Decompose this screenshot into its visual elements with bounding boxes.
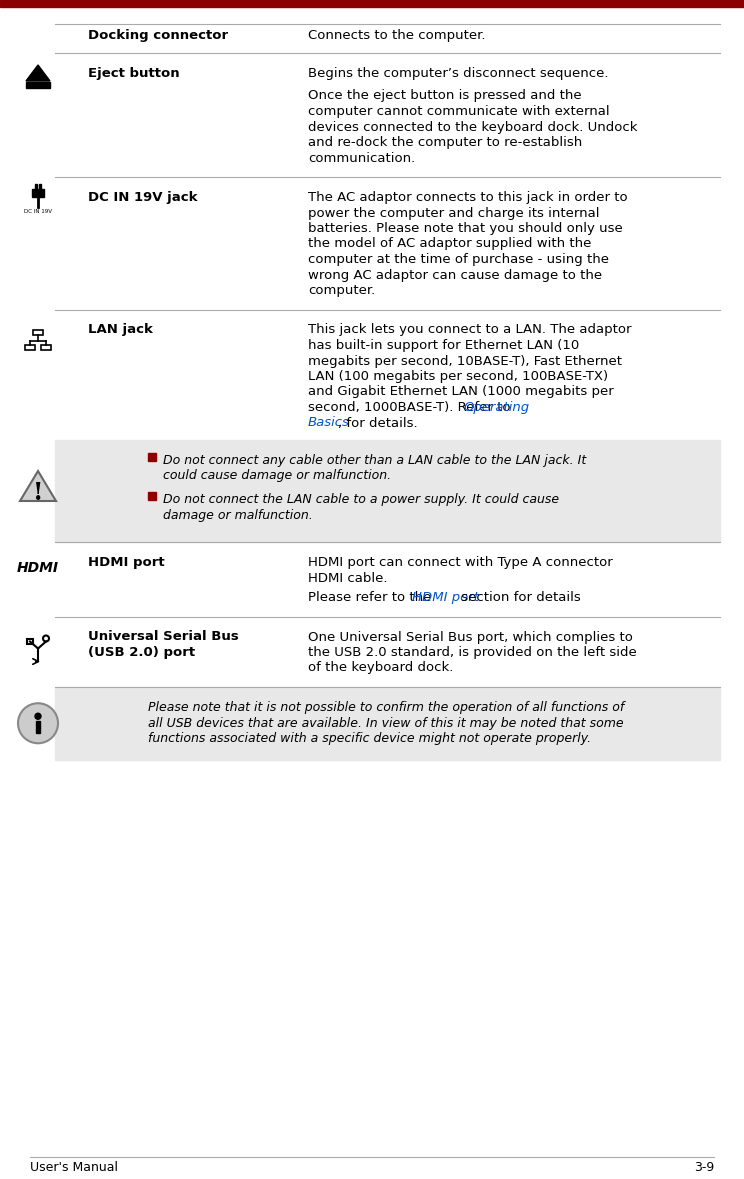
Text: section for details: section for details [457,591,580,604]
Bar [35,184,37,189]
Text: all USB devices that are available. In view of this it may be noted that some: all USB devices that are available. In v… [148,717,623,730]
Text: devices connected to the keyboard dock. Undock: devices connected to the keyboard dock. … [308,120,638,133]
Circle shape [35,713,41,719]
Text: power the computer and charge its internal: power the computer and charge its intern… [308,206,600,219]
Polygon shape [26,65,50,81]
Text: Please note that it is not possible to confirm the operation of all functions of: Please note that it is not possible to c… [148,702,624,714]
Bar [26,83,50,88]
Text: functions associated with a specific device might not operate properly.: functions associated with a specific dev… [148,732,591,745]
Text: has built-in support for Ethernet LAN (10: has built-in support for Ethernet LAN (1… [308,340,580,353]
Text: User's Manual: User's Manual [30,1161,118,1174]
Text: HDMI port: HDMI port [88,556,164,569]
Text: wrong AC adaptor can cause damage to the: wrong AC adaptor can cause damage to the [308,269,602,282]
Text: the model of AC adaptor supplied with the: the model of AC adaptor supplied with th… [308,237,591,250]
Bar [0,0,744,7]
Bar [36,722,40,733]
Text: communication.: communication. [308,151,415,165]
Text: Universal Serial Bus: Universal Serial Bus [88,631,239,644]
Text: second, 1000BASE-T). Refer to: second, 1000BASE-T). Refer to [308,401,515,414]
Text: could cause damage or malfunction.: could cause damage or malfunction. [163,469,391,482]
Bar [39,184,41,189]
Text: Do not connect the LAN cable to a power supply. It could cause: Do not connect the LAN cable to a power … [163,493,559,506]
Text: LAN jack: LAN jack [88,323,153,336]
Text: HDMI port can connect with Type A connector: HDMI port can connect with Type A connec… [308,556,613,569]
Text: This jack lets you connect to a LAN. The adaptor: This jack lets you connect to a LAN. The… [308,323,632,336]
Text: Eject button: Eject button [88,67,179,80]
Text: Please refer to the: Please refer to the [308,591,436,604]
Text: Once the eject button is pressed and the: Once the eject button is pressed and the [308,90,582,103]
Text: HDMI cable.: HDMI cable. [308,572,388,585]
Text: LAN (100 megabits per second, 100BASE-TX): LAN (100 megabits per second, 100BASE-TX… [308,370,608,383]
Text: Basics: Basics [308,416,350,429]
Text: computer cannot communicate with external: computer cannot communicate with externa… [308,105,609,118]
Bar [148,492,156,500]
Bar [55,687,720,759]
Text: Begins the computer’s disconnect sequence.: Begins the computer’s disconnect sequenc… [308,67,609,80]
Text: (USB 2.0) port: (USB 2.0) port [88,646,195,659]
Text: computer at the time of purchase - using the: computer at the time of purchase - using… [308,253,609,266]
Text: DC IN 19V jack: DC IN 19V jack [88,191,197,204]
Text: Operating: Operating [464,401,530,414]
Text: megabits per second, 10BASE-T), Fast Ethernet: megabits per second, 10BASE-T), Fast Eth… [308,355,622,368]
Bar [27,639,33,644]
Text: batteries. Please note that you should only use: batteries. Please note that you should o… [308,222,623,235]
Text: One Universal Serial Bus port, which complies to: One Universal Serial Bus port, which com… [308,631,633,644]
Bar [148,453,156,461]
Text: The AC adaptor connects to this jack in order to: The AC adaptor connects to this jack in … [308,191,628,204]
Text: Connects to the computer.: Connects to the computer. [308,29,486,42]
Bar [55,440,720,542]
Polygon shape [20,470,56,501]
Text: of the keyboard dock.: of the keyboard dock. [308,661,453,674]
Text: and Gigabit Ethernet LAN (1000 megabits per: and Gigabit Ethernet LAN (1000 megabits … [308,386,614,399]
Text: and re-dock the computer to re-establish: and re-dock the computer to re-establish [308,136,583,149]
Text: 3-9: 3-9 [693,1161,714,1174]
Text: !: ! [33,481,43,505]
Bar [33,329,43,335]
Text: the USB 2.0 standard, is provided on the left side: the USB 2.0 standard, is provided on the… [308,646,637,659]
Text: HDMI: HDMI [17,561,59,575]
Circle shape [18,703,58,743]
Text: damage or malfunction.: damage or malfunction. [163,508,312,521]
Text: Docking connector: Docking connector [88,29,228,42]
Text: , for details.: , for details. [338,416,417,429]
Text: HDMI port: HDMI port [411,591,478,604]
Bar [32,189,44,197]
Text: Do not connect any cable other than a LAN cable to the LAN jack. It: Do not connect any cable other than a LA… [163,454,586,467]
Bar [41,344,51,349]
Text: DC IN 19V: DC IN 19V [24,209,52,215]
Bar [25,344,35,349]
Text: computer.: computer. [308,284,375,297]
